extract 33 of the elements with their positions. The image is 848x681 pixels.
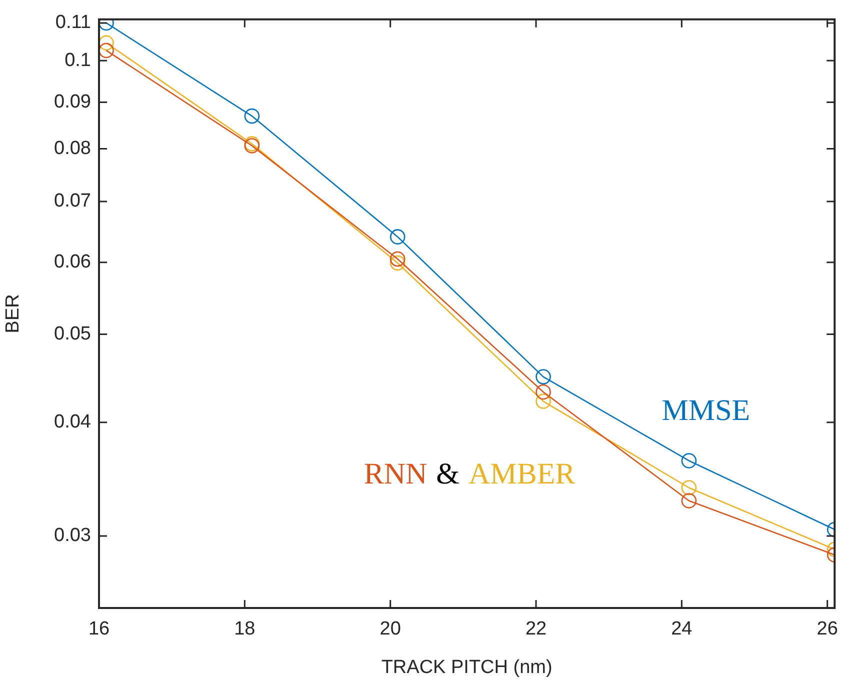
y-tick-label: 0.04 (54, 412, 92, 433)
point (99, 42, 114, 58)
y-tick-label: 0.03 (54, 525, 91, 546)
point (536, 369, 551, 384)
y-tick-label: 0.08 (54, 138, 91, 159)
x-tick-label: 16 (88, 618, 110, 640)
point (681, 453, 697, 468)
point (681, 480, 697, 496)
x-tick-label: 18 (234, 618, 256, 640)
point (390, 229, 406, 244)
annotation: & (436, 457, 460, 490)
y-tick-label: 0.05 (54, 324, 91, 345)
x-tick-label: 24 (671, 618, 693, 640)
point (536, 394, 551, 409)
point (390, 251, 406, 267)
text: RNN (364, 457, 428, 490)
y-axis-title: BER (2, 294, 24, 334)
y-tick-label: 0.07 (54, 190, 91, 212)
point (244, 108, 260, 124)
x-axis-title: TRACK PITCH (nm) (381, 656, 552, 678)
point (99, 35, 114, 50)
point (390, 255, 406, 271)
y-tick-label: 0.1 (64, 50, 91, 71)
x-tick-label: 20 (380, 618, 401, 640)
point (681, 493, 697, 508)
y-tick-label: 0.09 (54, 91, 91, 112)
y-tick-label: 0.11 (55, 12, 91, 34)
x-tick-label: 22 (525, 618, 547, 640)
point (536, 384, 551, 400)
series-label: MMSE (662, 394, 750, 427)
x-tick-label: 26 (816, 618, 838, 640)
y-tick-label: 0.06 (54, 252, 91, 273)
series-label: AMBER (468, 457, 576, 490)
